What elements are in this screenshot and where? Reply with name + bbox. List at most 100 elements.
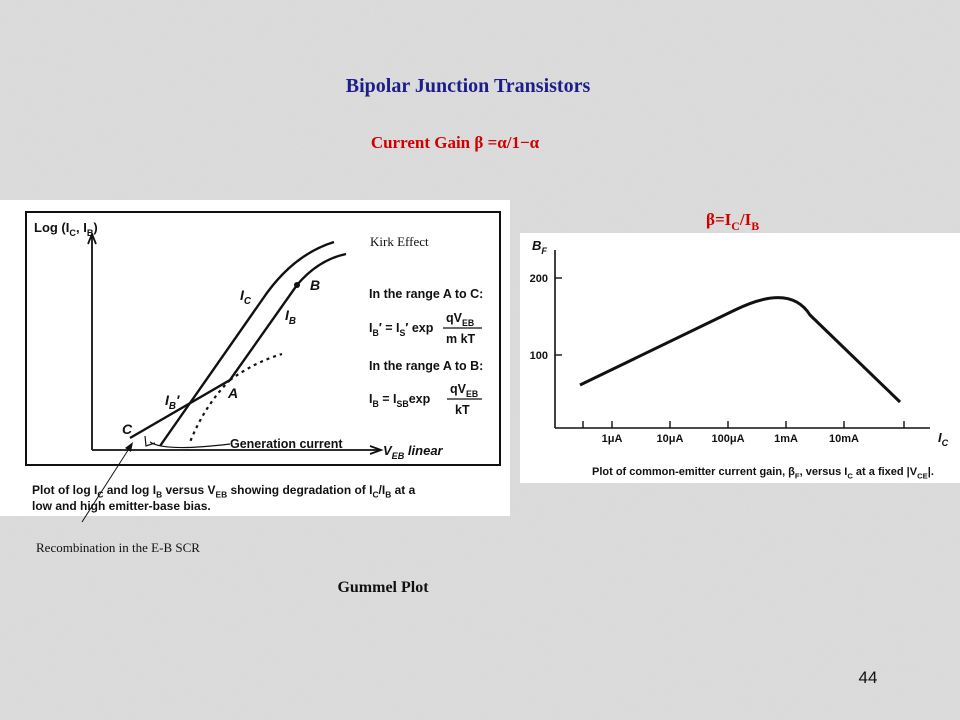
subscript: B (289, 316, 296, 327)
gummel-figure: Log (IC, IB) IC IB IB′ B A C In the rang… (0, 200, 510, 516)
ic-curve (159, 240, 335, 447)
annotation: Generation current (230, 437, 343, 451)
figure-background (0, 200, 510, 516)
text-segment: I (240, 287, 245, 303)
text-segment: versus V (162, 483, 215, 497)
text-segment: ) (93, 220, 97, 235)
subscript: C (97, 490, 103, 500)
axis-arrow (87, 231, 97, 245)
subscript: C (847, 471, 853, 480)
text-segment: linear (404, 443, 443, 458)
subscript: B (87, 228, 94, 238)
subscript: F (541, 246, 547, 256)
figure-frame (25, 211, 501, 466)
text-segment: and log I (103, 483, 156, 497)
subscript: C (942, 438, 949, 448)
text-segment: Log (I (34, 220, 69, 235)
subscript: B (751, 219, 759, 233)
extrapolation (229, 352, 283, 381)
text-segment: at a fixed |V (853, 466, 918, 478)
subscript: B (372, 328, 378, 338)
equation-denominator: kT (455, 403, 470, 417)
equation: IB′ = IS′ exp (369, 321, 434, 338)
text-segment: I (369, 321, 372, 335)
text-segment: qV (450, 382, 467, 396)
figure-caption: Plot of log IC and log IB versus VEB sho… (32, 483, 416, 500)
axis-arrow (369, 445, 384, 455)
text-segment: , I (76, 220, 87, 235)
subscript: B (156, 490, 162, 500)
text-segment: /I (739, 210, 752, 229)
subscript: B (169, 401, 176, 412)
text-segment: I (938, 430, 942, 445)
range-text: In the range A to C: (369, 287, 483, 301)
x-axis-label: IC (938, 430, 949, 448)
arrow-head (144, 435, 156, 447)
extrapolation (188, 379, 231, 443)
subscript: CE (917, 471, 928, 480)
point-label: C (122, 421, 133, 437)
annotation: Kirk Effect (370, 234, 429, 249)
subscript: EB (216, 490, 228, 500)
equation-denominator: m kT (446, 332, 476, 346)
text-segment: qV (446, 311, 463, 325)
annotation: Recombination in the E-B SCR (36, 540, 200, 555)
text-segment: β=I (706, 210, 732, 229)
point-label: A (227, 385, 238, 401)
subscript: EB (392, 451, 405, 461)
x-ticks: 1μA 10μA 100μA 1mA 10mA (582, 421, 905, 445)
text-segment: Plot of log I (32, 483, 97, 497)
x-tick-label: 10μA (657, 433, 684, 445)
arrow-head (125, 442, 133, 452)
slide-title: Bipolar Junction Transistors (346, 75, 591, 97)
text-segment: , versus I (800, 466, 848, 478)
x-tick-label: 1mA (774, 433, 798, 445)
text-segment: ′ exp (405, 321, 433, 335)
figure-title: Gummel Plot (337, 579, 429, 596)
subscript: SB (397, 399, 409, 409)
text-segment: B (532, 238, 541, 253)
range-text: In the range A to B: (369, 359, 483, 373)
subscript: EB (462, 318, 474, 328)
subscript: C (69, 228, 76, 238)
subscript: F (795, 471, 800, 480)
subscript: C (372, 490, 378, 500)
point-label: B (310, 277, 320, 293)
subscript: EB (466, 389, 478, 399)
text-segment: I (369, 392, 372, 406)
gain-formula: β=IC/IB (706, 210, 759, 233)
text-segment: = I (379, 392, 397, 406)
y-axis-label: Log (IC, IB) (34, 220, 98, 238)
ic-label: IC (240, 287, 252, 307)
figure-caption: low and high emitter-base bias. (32, 499, 211, 513)
subscript: B (372, 399, 378, 409)
text-segment: I (285, 307, 290, 323)
figure-caption: Plot of common-emitter current gain, βF,… (592, 466, 934, 480)
gain-curve (579, 296, 902, 404)
text-segment: Plot of common-emitter current gain, β (592, 466, 795, 478)
x-tick-label: 10mA (829, 433, 859, 445)
annotation-arrow (81, 443, 133, 523)
equation: IB = ISBexp (369, 392, 431, 409)
text-segment: at a (391, 483, 415, 497)
text-segment: exp (409, 392, 431, 406)
subscript: B (385, 490, 391, 500)
y-axis-label: BF (532, 238, 547, 256)
ib-label: IB (285, 307, 296, 327)
point-marker (294, 282, 300, 288)
x-tick-label: 1μA (602, 433, 623, 445)
text-segment: I (165, 392, 170, 408)
text-segment: ′ = I (379, 321, 400, 335)
slide-subtitle: Current Gain β =α/1−α (371, 133, 540, 152)
x-tick-label: 100μA (711, 433, 744, 445)
y-tick-label: 100 (530, 350, 548, 362)
y-ticks: 200 100 (530, 273, 562, 362)
equation-numerator: qVEB (450, 382, 478, 399)
figure-background (520, 233, 960, 483)
subscript: S (400, 328, 406, 338)
y-tick-label: 200 (530, 273, 548, 285)
subscript: C (731, 219, 740, 233)
